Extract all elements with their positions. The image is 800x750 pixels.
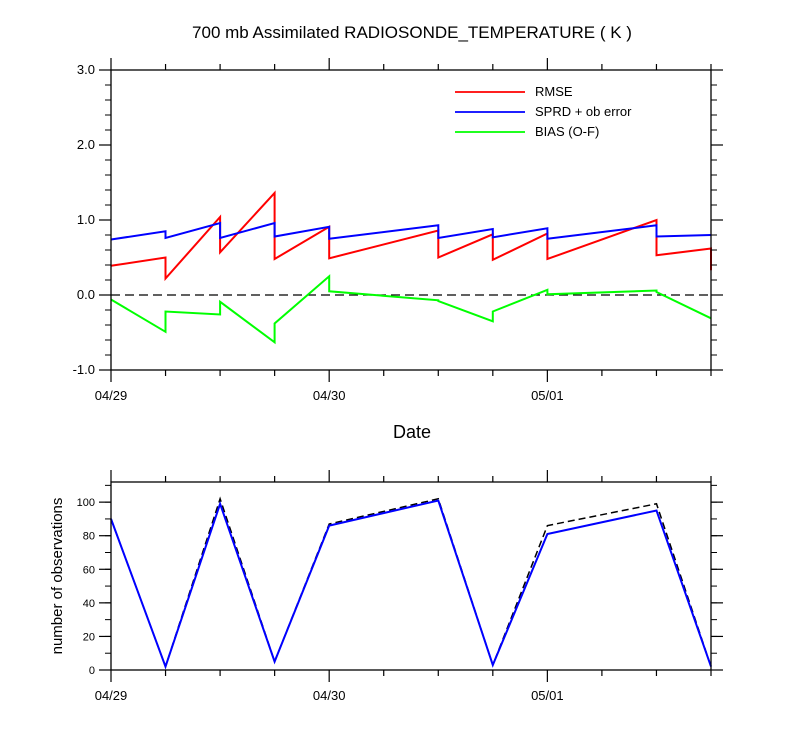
bottom-plot-frame [110, 481, 712, 671]
bottom-x-tick-label: 04/29 [95, 688, 128, 703]
legend: RMSE SPRD + ob error BIAS (O-F) [455, 84, 632, 139]
bottom-x-tick-label: 05/01 [531, 688, 564, 703]
bottom-chart: 04/29 04/30 05/01 0 20 40 60 80 100 number of ob… [49, 470, 723, 703]
top-y-tick-label: -1.0 [73, 362, 95, 377]
top-series-sprd-ob-error [110, 221, 712, 241]
legend-label-sprd: SPRD + ob error [535, 104, 632, 119]
top-y-tick-label: 2.0 [77, 137, 95, 152]
bottom-y-tick-label: 100 [77, 497, 95, 509]
bottom-series-possible [110, 496, 712, 669]
top-x-tick-label: 05/01 [531, 388, 564, 403]
bottom-y-tick-label: 80 [83, 531, 95, 543]
top-series-rmse [110, 190, 712, 282]
top-y-tick-label: 1.0 [77, 212, 95, 227]
bottom-y-tick-label: 60 [83, 564, 95, 576]
top-y-tick-label: 0.0 [77, 287, 95, 302]
y-axis-title: number of observations [49, 498, 66, 655]
top-x-tick-label: 04/29 [95, 388, 128, 403]
bottom-series-used [110, 499, 712, 670]
chart-title: 700 mb Assimilated RADIOSONDE_TEMPERATUR… [192, 23, 632, 42]
bottom-y-tick-label: 40 [83, 598, 95, 610]
top-y-tick-label: 3.0 [77, 62, 95, 77]
legend-label-rmse: RMSE [535, 84, 573, 99]
top-series-bias-o-f [110, 274, 712, 345]
top-x-tick-label: 04/30 [313, 388, 346, 403]
x-axis-title: Date [393, 422, 431, 442]
bottom-x-tick-label: 04/30 [313, 688, 346, 703]
top-chart: 700 mb Assimilated RADIOSONDE_TEMPERATUR… [73, 23, 723, 442]
legend-label-bias: BIAS (O-F) [535, 124, 599, 139]
bottom-y-tick-label: 0 [89, 665, 95, 677]
bottom-y-tick-label: 20 [83, 631, 95, 643]
